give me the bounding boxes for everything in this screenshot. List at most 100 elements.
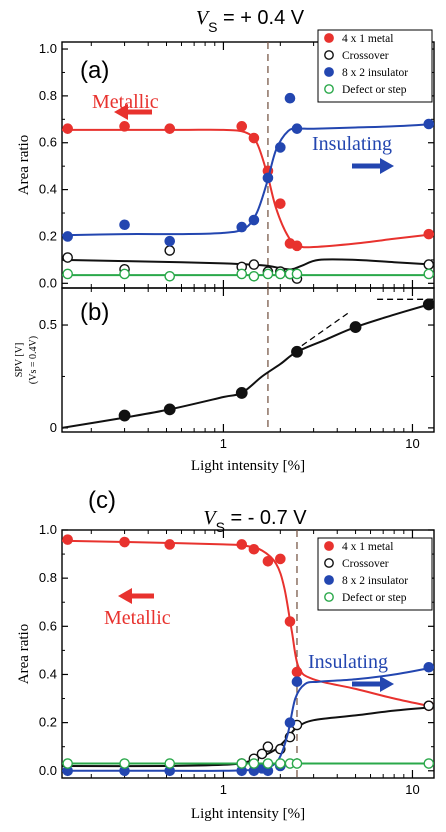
data-point-crossover	[256, 748, 268, 760]
title-rest: = + 0.4 V	[217, 7, 304, 29]
panel-c-frame	[61, 529, 435, 779]
data-point-insulator	[248, 214, 260, 226]
data-point-metal	[164, 123, 176, 134]
legend-label: Crossover	[342, 558, 389, 570]
legend-marker-defect	[324, 592, 334, 602]
title-variable: V	[196, 7, 211, 29]
title-rest: = - 0.7 V	[225, 507, 307, 529]
x-tick-label: 10	[405, 782, 419, 797]
series-line-metal	[62, 539, 434, 708]
data-point-crossover	[235, 387, 248, 399]
data-point-insulator	[236, 221, 248, 233]
data-point-metal	[236, 539, 248, 550]
data-point-metal	[423, 228, 434, 240]
x-tick-label: 1	[220, 436, 227, 451]
data-point-crossover	[164, 245, 176, 256]
data-point-metal	[119, 121, 130, 132]
y-axis-label: Area ratio	[16, 624, 32, 684]
data-point-metal	[248, 132, 260, 144]
legend-marker-metal	[324, 541, 334, 551]
panel-label: (a)	[80, 57, 109, 84]
data-point-defect	[164, 270, 176, 282]
data-point-metal	[291, 666, 303, 678]
data-point-metal	[275, 198, 286, 209]
data-point-crossover	[423, 259, 434, 270]
panel-title: VS = + 0.4 V	[196, 7, 305, 35]
data-point-defect	[236, 268, 248, 280]
y-tick-label: 0.6	[39, 618, 57, 633]
legend-marker-defect	[324, 84, 334, 94]
data-point-metal	[262, 556, 274, 567]
data-point-crossover	[422, 298, 434, 311]
legend-marker-crossover	[324, 558, 334, 568]
data-point-defect	[62, 758, 73, 769]
data-point-insulator	[284, 92, 296, 104]
y-tick-label: 0.8	[39, 88, 57, 103]
y-axis-label: Area ratio	[16, 135, 32, 195]
data-point-crossover	[262, 741, 274, 752]
series-insulator	[62, 92, 434, 247]
series-line-crossover	[62, 258, 434, 271]
title-subscript: S	[216, 519, 225, 535]
legend-marker-insulator	[324, 575, 334, 585]
data-point-defect	[423, 758, 434, 769]
data-point-defect	[262, 758, 274, 769]
legend-box	[317, 537, 433, 611]
data-point-metal	[119, 536, 130, 548]
y-tick-label: 0.2	[39, 715, 57, 730]
x-axis-label: Light intensity [%]	[191, 806, 305, 822]
y-tick-label: 0.2	[39, 228, 57, 243]
x-tick-label: 1	[220, 782, 227, 797]
y-tick-label: 1.0	[39, 41, 57, 56]
panel-label: (c)	[88, 487, 116, 514]
data-point-defect	[291, 758, 303, 769]
metallic-arrow-head	[118, 588, 132, 604]
data-point-insulator	[62, 231, 73, 242]
data-point-insulator	[119, 219, 130, 231]
legend-label: 8 x 2 insulator	[342, 575, 408, 587]
y-tick-label: 1.0	[39, 522, 57, 537]
y-tick-label: 0.0	[39, 763, 57, 778]
legend-marker-metal	[324, 33, 334, 43]
data-point-defect	[248, 270, 260, 282]
series-crossover	[62, 245, 434, 284]
x-axis-label: Light intensity [%]	[191, 458, 305, 474]
data-point-metal	[275, 553, 286, 565]
series-line-crossover	[62, 301, 434, 429]
data-point-insulator	[423, 661, 434, 673]
series-crossover	[62, 700, 434, 769]
series-crossover	[62, 298, 434, 429]
data-point-defect	[119, 758, 130, 769]
series-line-metal	[62, 128, 434, 249]
metallic-label: Metallic	[92, 91, 159, 113]
data-point-insulator	[291, 123, 303, 134]
series-insulator	[62, 661, 434, 777]
series-defect	[62, 268, 434, 282]
legend-label: Defect or step	[342, 592, 407, 604]
series-line-insulator	[62, 666, 434, 772]
data-point-metal	[62, 123, 73, 134]
panel-b-frame	[61, 287, 435, 433]
metallic-arrow-head	[114, 104, 128, 120]
series-metal	[62, 121, 434, 252]
data-point-defect	[236, 758, 248, 769]
metallic-label: Metallic	[104, 607, 171, 629]
data-point-crossover	[118, 409, 131, 422]
data-point-defect	[164, 758, 176, 769]
data-point-crossover	[423, 700, 434, 712]
data-point-defect	[291, 268, 303, 280]
data-point-crossover	[248, 259, 260, 270]
y-tick-label: 0.4	[39, 182, 57, 197]
data-point-metal	[164, 539, 176, 550]
data-point-insulator	[284, 717, 296, 728]
panel-title: VS = - 0.7 V	[203, 507, 307, 535]
legend-label: 4 x 1 metal	[342, 541, 393, 553]
y-tick-label: 0.8	[39, 570, 57, 585]
series-defect	[62, 758, 434, 769]
data-point-defect	[62, 268, 73, 280]
legend-label: Crossover	[342, 50, 389, 62]
data-point-insulator	[262, 172, 274, 184]
data-point-metal	[236, 121, 248, 132]
data-point-metal	[284, 616, 296, 627]
